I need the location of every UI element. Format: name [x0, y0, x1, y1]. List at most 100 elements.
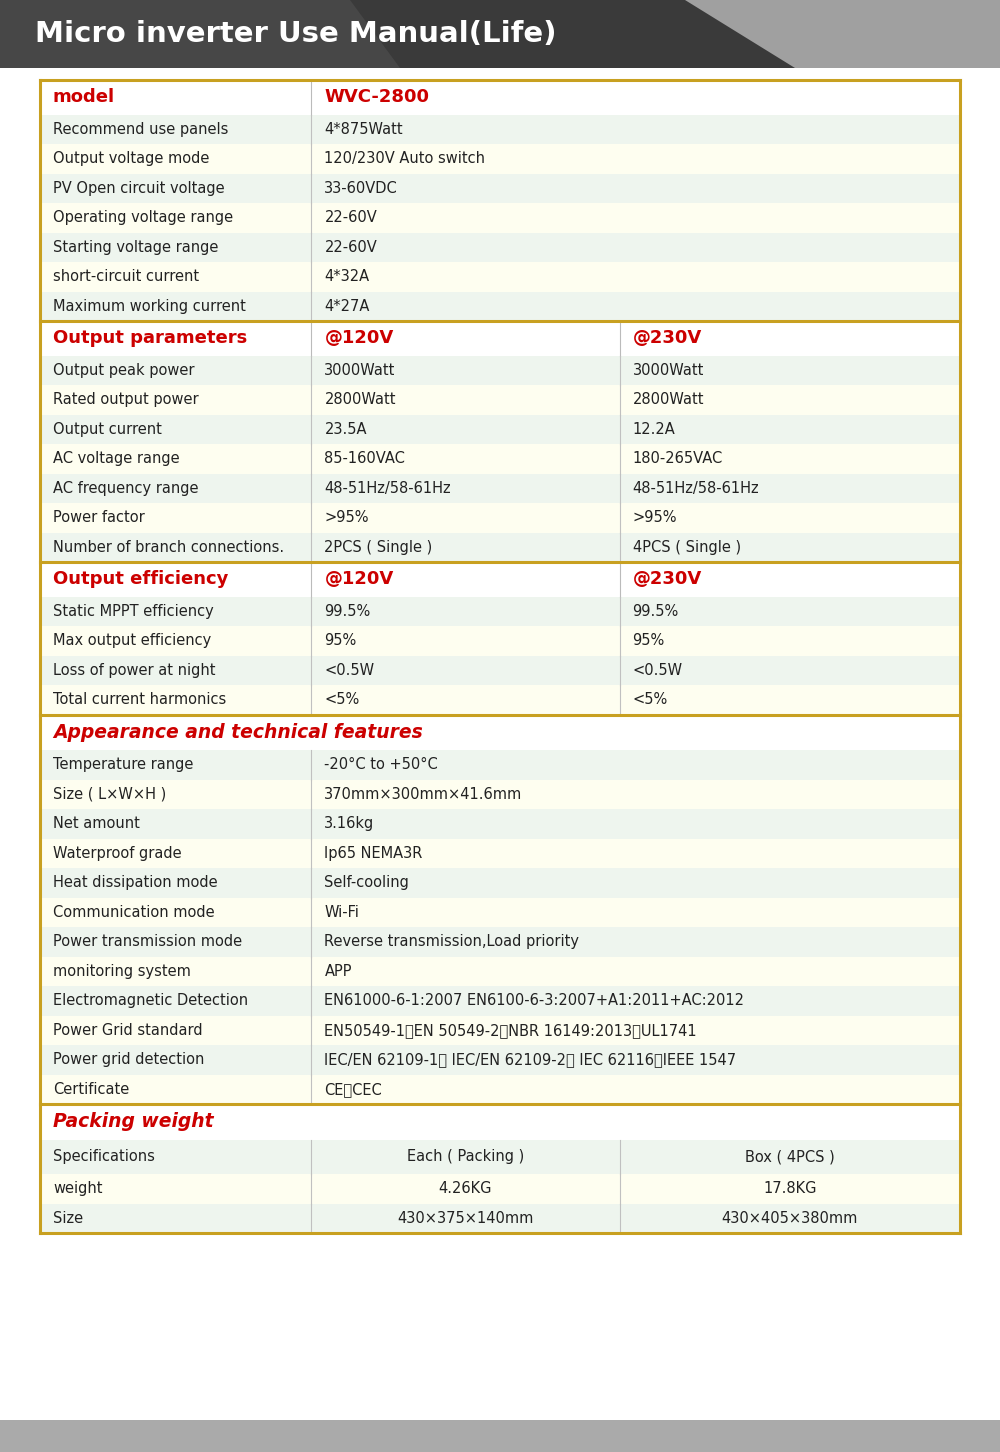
Text: monitoring system: monitoring system — [53, 964, 191, 979]
Text: Output efficiency: Output efficiency — [53, 571, 228, 588]
Text: 180-265VAC: 180-265VAC — [633, 452, 723, 466]
Bar — [40, 533, 960, 562]
Bar — [40, 203, 960, 232]
Bar — [40, 809, 960, 838]
Text: 22-60V: 22-60V — [324, 211, 377, 225]
Bar — [40, 144, 960, 173]
Bar — [40, 1074, 960, 1104]
Text: -20°C to +50°C: -20°C to +50°C — [324, 758, 438, 772]
Text: Each ( Packing ): Each ( Packing ) — [407, 1149, 524, 1165]
Text: 48-51Hz/58-61Hz: 48-51Hz/58-61Hz — [324, 481, 451, 495]
Text: 95%: 95% — [633, 633, 665, 648]
Text: Number of branch connections.: Number of branch connections. — [53, 540, 284, 555]
Text: <0.5W: <0.5W — [324, 662, 375, 678]
Text: Rated output power: Rated output power — [53, 392, 199, 407]
Bar — [40, 685, 960, 714]
Text: Packing weight: Packing weight — [53, 1112, 214, 1131]
Text: Power grid detection: Power grid detection — [53, 1053, 204, 1067]
Text: 33-60VDC: 33-60VDC — [324, 180, 398, 196]
Text: Reverse transmission,Load priority: Reverse transmission,Load priority — [324, 934, 579, 950]
Bar — [40, 562, 960, 597]
Text: 4PCS ( Single ): 4PCS ( Single ) — [633, 540, 741, 555]
Text: WVC-2800: WVC-2800 — [324, 89, 429, 106]
Text: Box ( 4PCS ): Box ( 4PCS ) — [745, 1149, 835, 1165]
Text: 4*27A: 4*27A — [324, 299, 370, 314]
Bar — [40, 838, 960, 868]
Text: Power transmission mode: Power transmission mode — [53, 934, 242, 950]
Text: Output voltage mode: Output voltage mode — [53, 151, 209, 166]
Text: Static MPPT efficiency: Static MPPT efficiency — [53, 604, 214, 619]
Text: 2PCS ( Single ): 2PCS ( Single ) — [324, 540, 433, 555]
Bar — [40, 321, 960, 356]
Text: <0.5W: <0.5W — [633, 662, 683, 678]
Bar — [40, 292, 960, 321]
Text: Net amount: Net amount — [53, 816, 140, 831]
Text: 4*875Watt: 4*875Watt — [324, 122, 403, 136]
Text: EN50549-1、EN 50549-2、NBR 16149:2013、UL1741: EN50549-1、EN 50549-2、NBR 16149:2013、UL17… — [324, 1022, 697, 1038]
Text: Output parameters: Output parameters — [53, 330, 247, 347]
Text: model: model — [53, 89, 115, 106]
Text: Communication mode: Communication mode — [53, 905, 215, 919]
Text: 3.16kg: 3.16kg — [324, 816, 375, 831]
Text: Output peak power: Output peak power — [53, 363, 194, 378]
Text: 48-51Hz/58-61Hz: 48-51Hz/58-61Hz — [633, 481, 759, 495]
Text: 85-160VAC: 85-160VAC — [324, 452, 405, 466]
Bar — [40, 1175, 960, 1204]
Text: >95%: >95% — [324, 510, 369, 526]
Text: Certificate: Certificate — [53, 1082, 129, 1096]
Bar — [40, 502, 960, 533]
Text: 99.5%: 99.5% — [633, 604, 679, 619]
Text: Power Grid standard: Power Grid standard — [53, 1022, 203, 1038]
Bar — [40, 897, 960, 926]
Text: Heat dissipation mode: Heat dissipation mode — [53, 876, 218, 890]
Text: Power factor: Power factor — [53, 510, 145, 526]
Bar — [40, 957, 960, 986]
Text: Total current harmonics: Total current harmonics — [53, 693, 226, 707]
Text: <5%: <5% — [633, 693, 668, 707]
Text: 430×375×140mm: 430×375×140mm — [397, 1211, 534, 1225]
Text: PV Open circuit voltage: PV Open circuit voltage — [53, 180, 225, 196]
Text: Loss of power at night: Loss of power at night — [53, 662, 216, 678]
Bar — [40, 780, 960, 809]
Text: @230V: @230V — [633, 330, 702, 347]
Text: 17.8KG: 17.8KG — [763, 1182, 817, 1196]
Text: Temperature range: Temperature range — [53, 758, 193, 772]
Bar — [40, 473, 960, 502]
Text: Maximum working current: Maximum working current — [53, 299, 246, 314]
Bar — [40, 261, 960, 292]
Text: AC frequency range: AC frequency range — [53, 481, 198, 495]
Text: Electromagnetic Detection: Electromagnetic Detection — [53, 993, 248, 1008]
Bar — [40, 385, 960, 414]
Bar — [40, 1140, 960, 1175]
Text: Operating voltage range: Operating voltage range — [53, 211, 233, 225]
Text: Output current: Output current — [53, 421, 162, 437]
Text: Waterproof grade: Waterproof grade — [53, 845, 182, 861]
Bar — [40, 1104, 960, 1140]
Text: AC voltage range: AC voltage range — [53, 452, 180, 466]
Bar — [40, 80, 960, 115]
Text: Wi-Fi: Wi-Fi — [324, 905, 359, 919]
Bar — [40, 173, 960, 203]
Bar — [40, 1204, 960, 1233]
Text: short-circuit current: short-circuit current — [53, 269, 199, 285]
Text: Size: Size — [53, 1211, 83, 1225]
Bar — [40, 751, 960, 780]
Text: 3000Watt: 3000Watt — [633, 363, 704, 378]
Polygon shape — [0, 0, 400, 68]
Text: 12.2A: 12.2A — [633, 421, 675, 437]
Text: 2800Watt: 2800Watt — [324, 392, 396, 407]
Bar — [40, 115, 960, 144]
Bar — [40, 1015, 960, 1045]
Text: 23.5A: 23.5A — [324, 421, 367, 437]
Bar — [40, 414, 960, 444]
Text: <5%: <5% — [324, 693, 360, 707]
Text: 430×405×380mm: 430×405×380mm — [722, 1211, 858, 1225]
Text: 4*32A: 4*32A — [324, 269, 370, 285]
Text: 3000Watt: 3000Watt — [324, 363, 396, 378]
Bar — [40, 714, 960, 751]
Text: Starting voltage range: Starting voltage range — [53, 240, 218, 254]
Text: 4.26KG: 4.26KG — [439, 1182, 492, 1196]
Bar — [40, 1045, 960, 1074]
Text: weight: weight — [53, 1182, 103, 1196]
Text: 22-60V: 22-60V — [324, 240, 377, 254]
